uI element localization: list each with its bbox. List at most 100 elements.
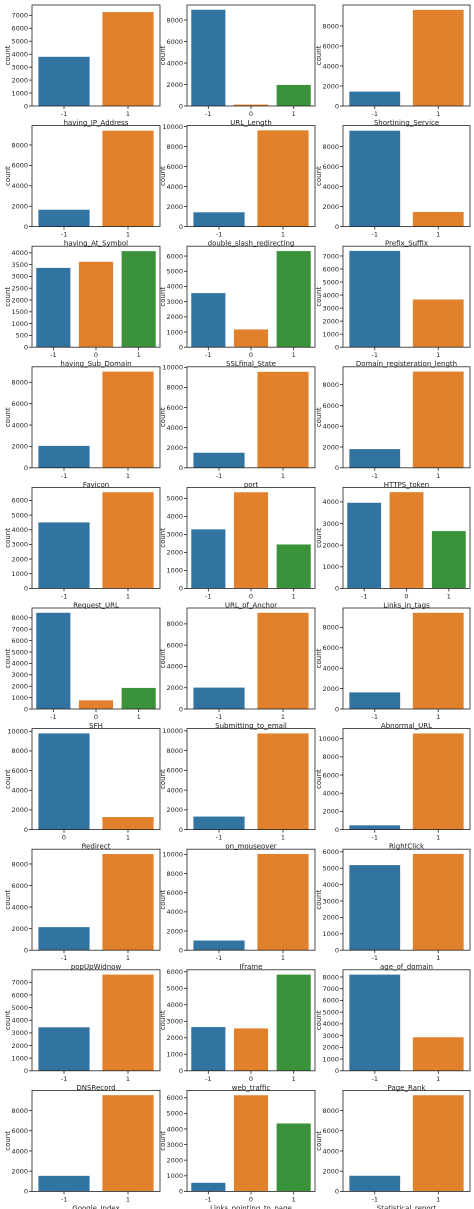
- y-tick-label: 0: [335, 223, 339, 231]
- y-tick-label: 6000: [166, 767, 183, 775]
- x-axis-label: on_mouseover: [225, 843, 276, 851]
- x-tick-label: 1: [436, 110, 440, 118]
- bar--1: [191, 1182, 226, 1192]
- y-tick-label: 4000: [11, 787, 28, 795]
- y-tick-label: 2000: [322, 914, 339, 922]
- y-axis-label: count: [4, 287, 12, 307]
- x-tick-label: 1: [126, 834, 130, 842]
- bar-1: [412, 853, 464, 951]
- y-axis-label: count: [315, 528, 323, 548]
- y-tick-label: 3000: [11, 541, 28, 549]
- plot-frame: [186, 969, 316, 1072]
- y-tick-label: 0: [179, 826, 183, 834]
- y-tick-label: 4000: [166, 1125, 183, 1133]
- y-tick-label: 4000: [322, 183, 339, 191]
- bar--1: [38, 1027, 90, 1071]
- plot-frame: [31, 4, 161, 107]
- y-tick-label: 2000: [11, 806, 28, 814]
- x-tick-label: -1: [61, 1075, 67, 1083]
- x-tick-label: 1: [281, 231, 285, 239]
- chart-Iframe: -1 1 0 2000 4000 6000 8000 10000 Iframe count: [159, 848, 316, 971]
- x-tick-label: 1: [292, 592, 296, 600]
- x-tick-label: 1: [436, 834, 440, 842]
- y-tick-label: 0: [335, 1067, 339, 1075]
- plot-frame: [31, 366, 161, 469]
- y-tick-label: 1000: [11, 1054, 28, 1062]
- bar-0: [233, 104, 269, 106]
- y-tick-label: 4000: [166, 908, 183, 916]
- y-tick-label: 6000: [166, 968, 183, 976]
- plot-frame: [31, 125, 161, 227]
- y-axis-label: count: [315, 1010, 323, 1030]
- y-tick-label: 4000: [322, 498, 339, 506]
- x-axis-label: Redirect: [82, 843, 111, 851]
- y-tick-label: 0: [335, 947, 339, 955]
- bar-1: [412, 9, 464, 106]
- y-tick-label: 1000: [11, 570, 28, 578]
- chart-Statistical_report: -1 1 0 2000 4000 6000 8000 Statistical_report co…: [315, 1090, 471, 1209]
- bar--1: [191, 529, 226, 589]
- bar-1: [102, 130, 154, 227]
- y-tick-label: 1000: [11, 694, 28, 702]
- chart-double_slash_redirecting: -1 1 0 2000 4000 6000 8000 10000 double_slash_re…: [159, 123, 316, 248]
- y-tick-label: 6000: [322, 163, 339, 171]
- y-tick-label: 3000: [166, 531, 183, 539]
- x-tick-label: -1: [361, 592, 367, 600]
- y-tick-label: 10000: [162, 364, 183, 372]
- y-tick-label: 8000: [322, 1107, 339, 1115]
- y-tick-label: 10000: [162, 123, 183, 131]
- x-tick-label: 1: [292, 351, 296, 359]
- y-tick-label: 2500: [11, 285, 28, 293]
- bar-1: [102, 12, 154, 106]
- y-axis-label: count: [159, 769, 167, 789]
- bar--1: [191, 293, 226, 348]
- bar--1: [191, 1027, 226, 1071]
- y-tick-label: 6000: [322, 265, 339, 273]
- y-tick-label: 5000: [166, 985, 183, 993]
- y-tick-label: 6000: [11, 497, 28, 505]
- y-tick-label: 0: [179, 102, 183, 110]
- y-tick-label: 2000: [11, 925, 28, 933]
- y-axis-label: count: [159, 1131, 167, 1151]
- bar--1: [38, 56, 90, 106]
- bar--1: [38, 1175, 90, 1192]
- x-tick-label: -1: [205, 351, 211, 359]
- y-tick-label: 8000: [166, 384, 183, 392]
- y-tick-label: 8000: [11, 379, 28, 387]
- y-tick-label: 0: [24, 826, 28, 834]
- y-tick-label: 2000: [166, 203, 183, 211]
- y-tick-label: 2000: [11, 555, 28, 563]
- y-tick-label: 2000: [322, 808, 339, 816]
- plot-frame: [342, 969, 471, 1072]
- y-tick-label: 2000: [166, 806, 183, 814]
- y-tick-label: 1000: [11, 89, 28, 97]
- bar--1: [349, 130, 401, 227]
- bar-0: [389, 492, 424, 589]
- y-tick-label: 8000: [322, 22, 339, 30]
- bar--1: [349, 692, 401, 709]
- chart-having_At_Symbol: -1 1 0 2000 4000 6000 8000 having_At_Symbol coun…: [4, 125, 161, 248]
- y-tick-label: 2000: [322, 443, 339, 451]
- chart-Redirect: 0 1 0 2000 4000 6000 8000 10000 Redirect count: [4, 728, 161, 851]
- bar-0: [38, 733, 90, 830]
- chart-having_Sub_Domain: -1 0 1 0 500 1000 1500 2000 2500 3000 3500 4000 havi…: [4, 245, 161, 368]
- chart-DNSRecord: -1 1 0 1000 2000 3000 4000 5000 6000 7000 DNSRecor…: [4, 969, 161, 1092]
- y-tick-label: 4000: [11, 1147, 28, 1155]
- y-tick-label: 0: [335, 102, 339, 110]
- bar--1: [36, 267, 71, 348]
- bar-1: [412, 299, 464, 348]
- y-tick-label: 6000: [11, 25, 28, 33]
- plot-frame: [342, 4, 471, 107]
- y-tick-label: 6000: [11, 1127, 28, 1135]
- x-tick-label: -1: [216, 231, 222, 239]
- plot-frame: [31, 848, 161, 951]
- y-axis-label: count: [315, 1131, 323, 1151]
- y-tick-label: 6000: [166, 1094, 183, 1102]
- plot-frame: [342, 125, 471, 227]
- y-tick-label: 4000: [11, 903, 28, 911]
- y-tick-label: 2000: [11, 443, 28, 451]
- y-tick-label: 4000: [166, 1001, 183, 1009]
- y-tick-label: 4000: [322, 1147, 339, 1155]
- y-tick-label: 2000: [11, 1042, 28, 1050]
- x-axis-label: double_slash_redirecting: [208, 240, 295, 248]
